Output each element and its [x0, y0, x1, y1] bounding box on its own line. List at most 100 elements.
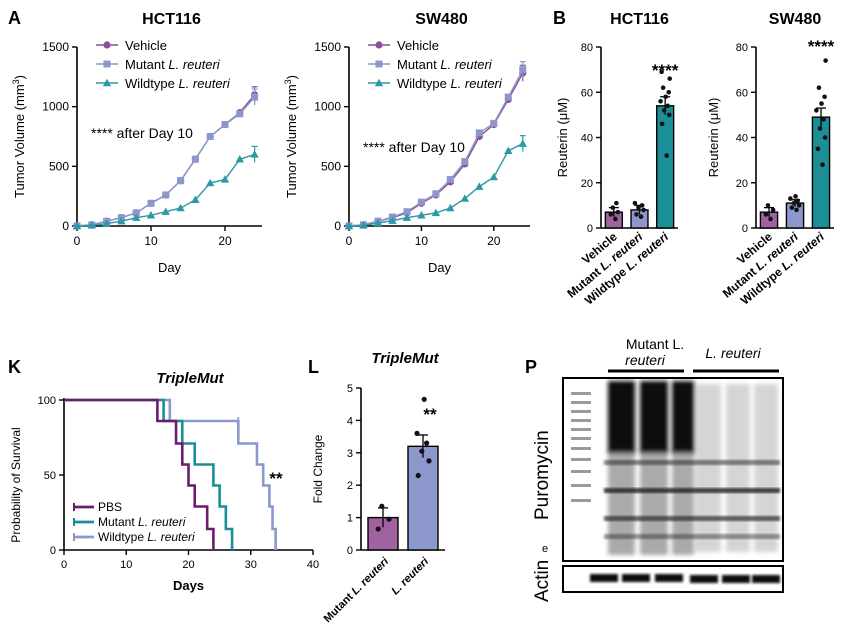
x-tick-label: 20 — [182, 559, 194, 571]
legend-label-italic: L. reuteri — [147, 530, 195, 544]
blot-smear-dark — [608, 381, 635, 453]
chart-k-survival: TripleMut 0 50 100 0 10 20 30 40 Days Probability … — [9, 370, 319, 593]
data-point — [504, 146, 513, 155]
category-label: Mutant L. reuteri — [322, 555, 392, 625]
significance-label: **** — [652, 61, 679, 80]
data-point — [822, 94, 827, 100]
x-tick-label: 20 — [487, 234, 501, 248]
data-point — [432, 190, 440, 198]
legend-label-text: Vehicle — [397, 38, 439, 53]
legend-label: Vehicle — [397, 38, 439, 53]
data-point — [132, 213, 141, 221]
data-point — [664, 153, 669, 158]
y-axis-label: Tumor Volume (mm3) — [283, 75, 299, 198]
legend-label: Mutant L. reuteri — [125, 57, 221, 72]
y-tick-label: 4 — [347, 415, 353, 427]
blot-band — [604, 460, 780, 465]
significance-label: ** — [423, 405, 437, 424]
blot-puromycin-lanes — [571, 381, 780, 555]
chart-a-sw480: SW480 0 500 1000 1500 0 10 20 Day Tumor Volume (m… — [283, 11, 530, 275]
data-point — [220, 175, 230, 183]
data-point — [770, 207, 776, 213]
y-axis-label: Fold Change — [311, 434, 325, 503]
data-point — [660, 85, 666, 91]
ladder-band — [571, 392, 591, 395]
data-point — [235, 154, 244, 163]
y-tick-label: 0 — [587, 223, 593, 235]
ladder-band — [571, 428, 591, 431]
legend-label-text: Wildtype — [397, 76, 450, 91]
y-tick-label: 2 — [347, 480, 353, 492]
y-axis-label-end: ) — [284, 75, 299, 79]
data-point — [504, 93, 512, 101]
actin-band — [622, 574, 650, 582]
data-point — [663, 94, 668, 100]
data-point — [206, 178, 215, 187]
data-point — [146, 211, 156, 219]
data-point — [641, 207, 646, 213]
data-point — [191, 195, 200, 203]
legend-marker — [102, 78, 112, 87]
y-tick-label: 80 — [736, 42, 748, 54]
data-point — [221, 121, 229, 129]
data-point — [206, 133, 214, 140]
data-point — [791, 200, 797, 206]
data-point — [788, 196, 793, 201]
y-tick-label: 0 — [347, 545, 353, 557]
data-point — [613, 216, 618, 222]
legend-marker — [103, 60, 111, 68]
blot-label-puromycin: Puromycin — [532, 430, 553, 520]
legend-label: PBS — [98, 500, 122, 514]
blot-band — [604, 534, 780, 539]
data-point — [87, 221, 96, 229]
legend-label: Wildtype L. reuteri — [397, 76, 503, 91]
y-axis-label-sup: 3 — [11, 79, 21, 84]
chart-title: HCT116 — [142, 11, 201, 28]
blot-actin-superscript-mark: e — [542, 543, 548, 555]
data-point — [793, 194, 798, 199]
legend-label-text: Wildtype — [125, 76, 178, 91]
legend-label-text: Mutant — [98, 515, 138, 529]
data-point — [147, 199, 155, 207]
ladder-band — [571, 470, 591, 473]
data-point — [639, 203, 645, 208]
legend-label: Wildtype L. reuteri — [125, 76, 231, 91]
blot-smear-light — [754, 384, 778, 552]
legend-label: Wildtype L. reuteri — [98, 530, 195, 544]
data-point — [426, 458, 432, 464]
category-label-text: Mutant — [322, 589, 358, 625]
x-axis-label: Days — [173, 578, 204, 593]
survival-curve — [64, 398, 277, 550]
ladder-band — [571, 419, 591, 422]
data-point — [816, 85, 822, 91]
blot-smear-light — [726, 384, 750, 552]
data-point — [665, 103, 671, 109]
data-point — [636, 205, 641, 210]
y-tick-label: 0 — [334, 219, 341, 233]
y-tick-label: 500 — [321, 159, 341, 173]
western-blot: Mutant L. reuteri L. reuteri Puromycin A… — [532, 336, 784, 602]
blot-label-mutant-line1: Mutant L. — [626, 336, 684, 352]
data-point — [763, 212, 769, 217]
legend-label-text: Wildtype — [98, 530, 147, 544]
y-axis-label: Probability of Survival — [9, 427, 23, 542]
data-point — [659, 121, 665, 127]
data-point — [638, 214, 644, 219]
legend-marker — [375, 41, 383, 49]
legend-label-italic: L. reuteri — [440, 57, 492, 72]
data-point — [403, 208, 411, 216]
data-point — [475, 129, 483, 137]
data-point — [817, 126, 823, 131]
x-tick-label: 0 — [346, 234, 353, 248]
y-axis-label-end: ) — [12, 75, 27, 79]
blot-smear-dark — [640, 381, 668, 453]
data-point — [446, 175, 454, 183]
ladder-band — [571, 447, 591, 450]
panel-label-p: P — [525, 357, 537, 377]
series-line — [76, 96, 256, 227]
legend-label: Mutant L. reuteri — [397, 57, 493, 72]
y-tick-label: 1500 — [314, 40, 341, 54]
legend-label-italic: L. reuteri — [178, 76, 230, 91]
